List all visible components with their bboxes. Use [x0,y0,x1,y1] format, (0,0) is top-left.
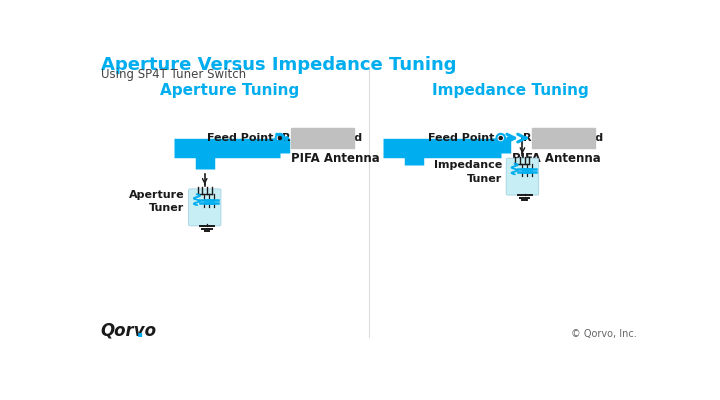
Text: © Qorvo, Inc.: © Qorvo, Inc. [572,329,637,339]
FancyBboxPatch shape [291,128,354,148]
Circle shape [497,134,505,142]
Circle shape [279,136,282,140]
Text: Feed Point: Feed Point [428,133,495,143]
Text: Using SP4T Tuner Switch: Using SP4T Tuner Switch [101,68,246,81]
Text: Aperture Versus Impedance Tuning: Aperture Versus Impedance Tuning [101,56,456,74]
Text: PIFA Antenna: PIFA Antenna [512,152,600,165]
Text: Qorvo: Qorvo [101,321,157,339]
Circle shape [276,134,284,142]
Text: .: . [136,321,144,341]
FancyBboxPatch shape [532,128,595,148]
Text: Impedance Tuning: Impedance Tuning [432,83,588,98]
Text: RF Front End: RF Front End [523,133,603,143]
Circle shape [499,136,503,140]
Text: Aperture
Tuner: Aperture Tuner [129,190,184,213]
Text: RF Front End: RF Front End [282,133,363,143]
Text: Aperture Tuning: Aperture Tuning [160,83,299,98]
Text: Feed Point: Feed Point [207,133,274,143]
Text: Impedance
Tuner: Impedance Tuner [434,160,503,184]
FancyBboxPatch shape [189,189,221,226]
FancyBboxPatch shape [506,158,539,195]
Text: PIFA Antenna: PIFA Antenna [291,152,379,165]
